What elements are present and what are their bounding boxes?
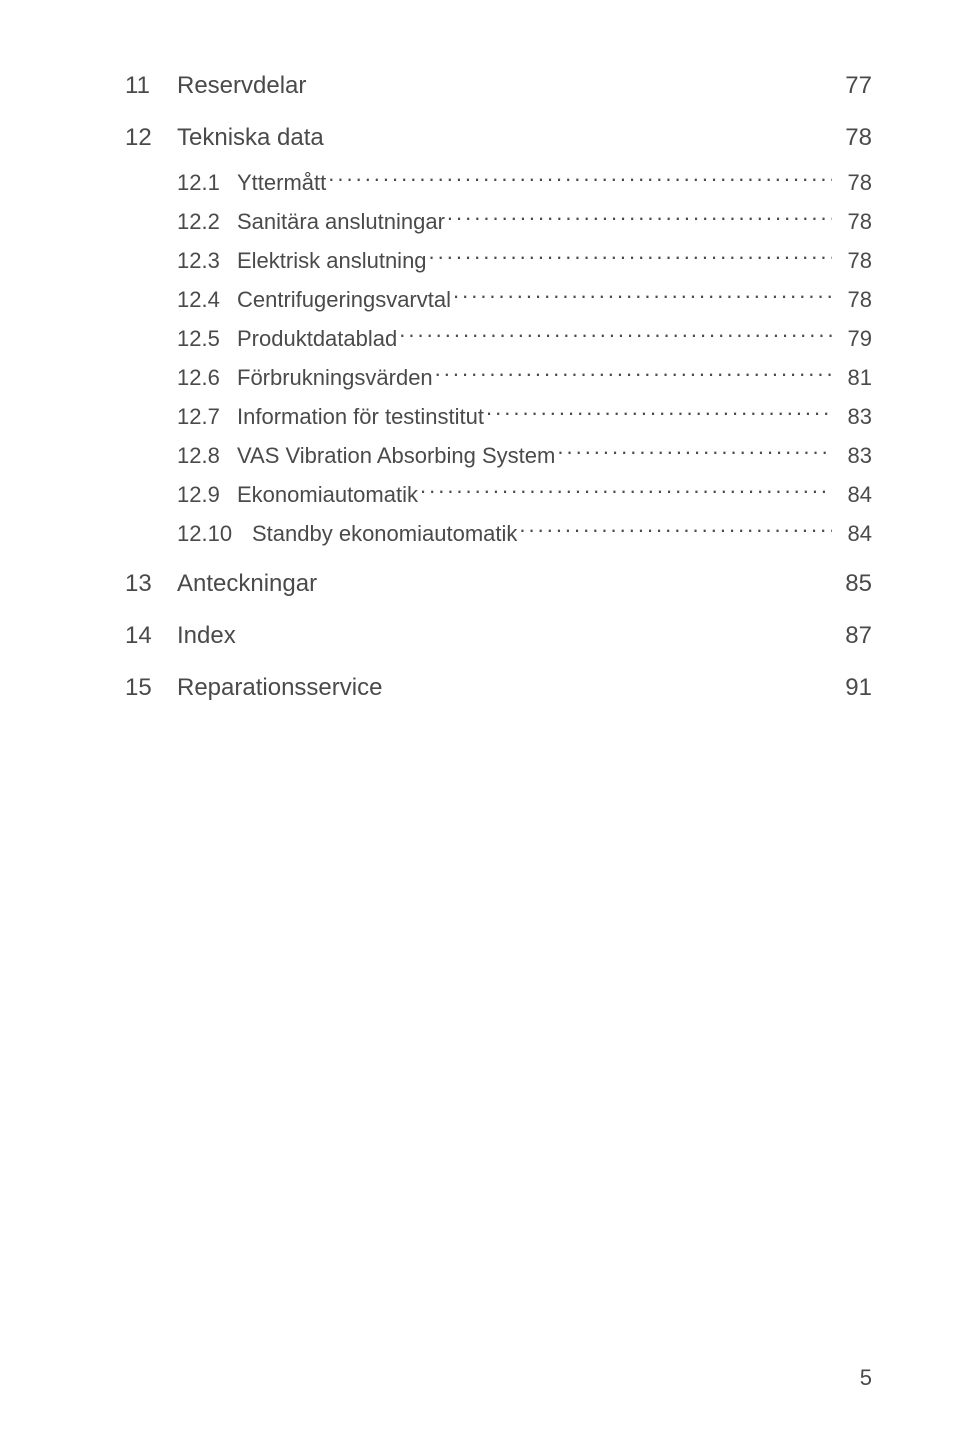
section-title: Standby ekonomiautomatik [252, 517, 517, 550]
section-page: 78 [834, 205, 872, 238]
chapter-number: 11 [125, 68, 177, 104]
section-number: 12.4 [177, 283, 237, 316]
leader-dots [429, 246, 832, 268]
section-page: 79 [834, 322, 872, 355]
toc-sub-row: 12.4 Centrifugeringsvarvtal 78 [125, 283, 872, 316]
section-number: 12.3 [177, 244, 237, 277]
toc-chapter-row: 12 Tekniska data 78 [125, 120, 872, 156]
section-number: 12.5 [177, 322, 237, 355]
leader-dots [486, 402, 832, 424]
section-page: 78 [834, 166, 872, 199]
leader-dots [435, 363, 832, 385]
section-title: Förbrukningsvärden [237, 361, 433, 394]
toc-sub-row: 12.6 Förbrukningsvärden 81 [125, 361, 872, 394]
section-page: 83 [834, 439, 872, 472]
section-number: 12.2 [177, 205, 237, 238]
section-page: 83 [834, 400, 872, 433]
section-number: 12.1 [177, 166, 237, 199]
section-number: 12.6 [177, 361, 237, 394]
section-number: 12.7 [177, 400, 237, 433]
chapter-number: 12 [125, 120, 177, 156]
section-page: 84 [834, 478, 872, 511]
section-title: Elektrisk anslutning [237, 244, 427, 277]
chapter-title: Anteckningar [177, 566, 317, 602]
chapter-title: Tekniska data [177, 120, 324, 156]
toc-chapter-row: 14 Index 87 [125, 618, 872, 654]
section-number: 12.9 [177, 478, 237, 511]
toc-sub-row: 12.8 VAS Vibration Absorbing System 83 [125, 439, 872, 472]
section-page: 78 [834, 244, 872, 277]
toc-sub-row: 12.10 Standby ekonomiautomatik 84 [125, 517, 872, 550]
section-title: Produktdatablad [237, 322, 397, 355]
toc-sub-row: 12.1 Yttermått 78 [125, 166, 872, 199]
chapter-page: 87 [834, 618, 872, 654]
toc-chapter-row: 13 Anteckningar 85 [125, 566, 872, 602]
leader-dots [519, 519, 832, 541]
chapter-title: Reparationsservice [177, 670, 382, 706]
section-page: 78 [834, 283, 872, 316]
leader-dots [447, 207, 832, 229]
toc-chapter-row: 15 Reparationsservice 91 [125, 670, 872, 706]
chapter-number: 15 [125, 670, 177, 706]
chapter-title: Reservdelar [177, 68, 306, 104]
chapter-page: 91 [834, 670, 872, 706]
leader-dots [328, 168, 832, 190]
chapter-title: Index [177, 618, 236, 654]
leader-dots [399, 324, 832, 346]
chapter-number: 14 [125, 618, 177, 654]
section-title: Information för testinstitut [237, 400, 484, 433]
leader-dots [420, 480, 832, 502]
section-page: 81 [834, 361, 872, 394]
toc-chapter-row: 11 Reservdelar 77 [125, 68, 872, 104]
document-page: 11 Reservdelar 77 12 Tekniska data 78 12… [0, 0, 960, 1443]
chapter-page: 77 [834, 68, 872, 104]
leader-dots [557, 441, 832, 463]
section-title: Yttermått [237, 166, 326, 199]
page-number-footer: 5 [860, 1365, 872, 1391]
section-number: 12.8 [177, 439, 237, 472]
toc-sub-row: 12.9 Ekonomiautomatik 84 [125, 478, 872, 511]
leader-dots [453, 285, 832, 307]
section-title: Ekonomiautomatik [237, 478, 418, 511]
chapter-number: 13 [125, 566, 177, 602]
toc-sub-row: 12.3 Elektrisk anslutning 78 [125, 244, 872, 277]
section-title: Centrifugeringsvarvtal [237, 283, 451, 316]
section-number: 12.10 [177, 517, 252, 550]
section-page: 84 [834, 517, 872, 550]
toc-sub-row: 12.2 Sanitära anslutningar 78 [125, 205, 872, 238]
chapter-page: 85 [834, 566, 872, 602]
chapter-page: 78 [834, 120, 872, 156]
section-title: VAS Vibration Absorbing System [237, 439, 555, 472]
section-title: Sanitära anslutningar [237, 205, 445, 238]
toc-sub-row: 12.5 Produktdatablad 79 [125, 322, 872, 355]
toc-sub-row: 12.7 Information för testinstitut 83 [125, 400, 872, 433]
